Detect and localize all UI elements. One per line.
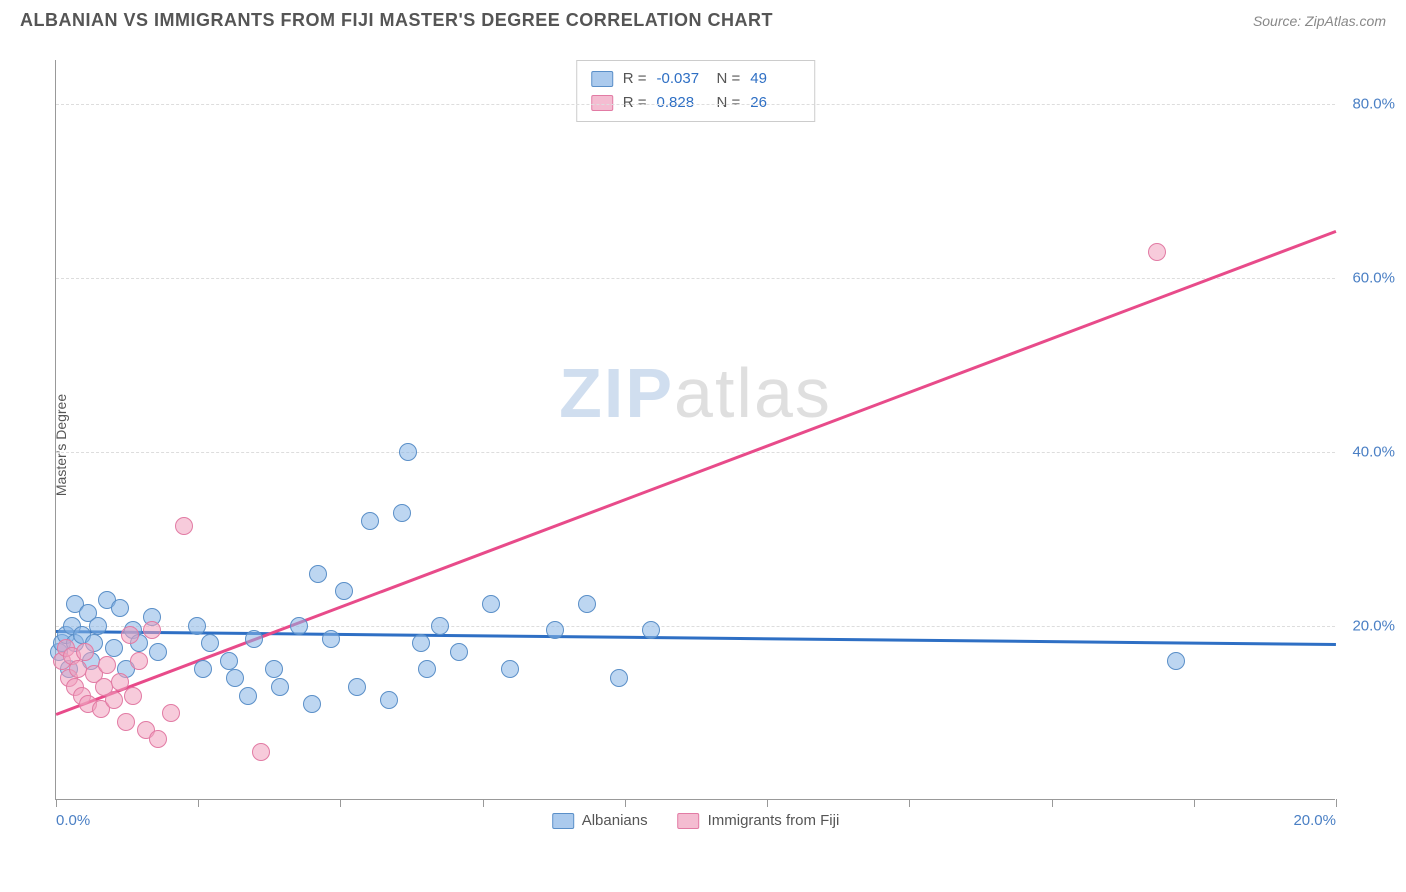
- data-point: [188, 617, 206, 635]
- data-point: [245, 630, 263, 648]
- gridline: [56, 278, 1335, 279]
- data-point: [309, 565, 327, 583]
- source-attribution: Source: ZipAtlas.com: [1253, 13, 1386, 29]
- data-point: [380, 691, 398, 709]
- stats-row-series1: R = -0.037 N = 49: [591, 67, 801, 91]
- data-point: [162, 704, 180, 722]
- data-point: [194, 660, 212, 678]
- data-point: [105, 639, 123, 657]
- data-point: [220, 652, 238, 670]
- data-point: [89, 617, 107, 635]
- x-tick: [340, 799, 341, 807]
- gridline: [56, 626, 1335, 627]
- x-tick: [56, 799, 57, 807]
- data-point: [130, 652, 148, 670]
- data-point: [149, 643, 167, 661]
- data-point: [175, 517, 193, 535]
- x-tick: [1194, 799, 1195, 807]
- legend-item-series1: Albanians: [552, 812, 648, 829]
- data-point: [124, 687, 142, 705]
- swatch-series1: [552, 813, 574, 829]
- watermark: ZIPatlas: [559, 353, 832, 433]
- x-tick: [767, 799, 768, 807]
- data-point: [303, 695, 321, 713]
- data-point: [98, 656, 116, 674]
- data-point: [546, 621, 564, 639]
- data-point: [149, 730, 167, 748]
- x-tick-label: 0.0%: [56, 812, 90, 829]
- x-tick-label: 20.0%: [1293, 812, 1336, 829]
- x-tick: [625, 799, 626, 807]
- x-tick: [1052, 799, 1053, 807]
- data-point: [335, 582, 353, 600]
- data-point: [226, 669, 244, 687]
- x-tick: [198, 799, 199, 807]
- data-point: [1167, 652, 1185, 670]
- data-point: [642, 621, 660, 639]
- data-point: [121, 626, 139, 644]
- data-point: [322, 630, 340, 648]
- page-title: ALBANIAN VS IMMIGRANTS FROM FIJI MASTER'…: [20, 10, 773, 31]
- plot-area: ZIPatlas R = -0.037 N = 49 R = 0.828 N =…: [55, 60, 1335, 800]
- data-point: [143, 621, 161, 639]
- data-point: [117, 713, 135, 731]
- data-point: [252, 743, 270, 761]
- data-point: [501, 660, 519, 678]
- data-point: [578, 595, 596, 613]
- data-point: [239, 687, 257, 705]
- data-point: [450, 643, 468, 661]
- gridline: [56, 104, 1335, 105]
- data-point: [111, 599, 129, 617]
- y-tick-label: 20.0%: [1352, 617, 1395, 634]
- data-point: [201, 634, 219, 652]
- data-point: [348, 678, 366, 696]
- data-point: [290, 617, 308, 635]
- x-tick: [1336, 799, 1337, 807]
- data-point: [412, 634, 430, 652]
- data-point: [418, 660, 436, 678]
- data-point: [399, 443, 417, 461]
- data-point: [610, 669, 628, 687]
- legend-item-series2: Immigrants from Fiji: [678, 812, 840, 829]
- data-point: [431, 617, 449, 635]
- x-tick: [909, 799, 910, 807]
- data-point: [361, 512, 379, 530]
- correlation-chart: Master's Degree ZIPatlas R = -0.037 N = …: [45, 50, 1385, 840]
- y-tick-label: 40.0%: [1352, 443, 1395, 460]
- data-point: [1148, 243, 1166, 261]
- data-point: [265, 660, 283, 678]
- data-point: [105, 691, 123, 709]
- swatch-series1: [591, 71, 613, 87]
- x-tick: [483, 799, 484, 807]
- data-point: [271, 678, 289, 696]
- data-point: [393, 504, 411, 522]
- y-tick-label: 80.0%: [1352, 95, 1395, 112]
- data-point: [482, 595, 500, 613]
- data-point: [76, 643, 94, 661]
- y-tick-label: 60.0%: [1352, 269, 1395, 286]
- gridline: [56, 452, 1335, 453]
- swatch-series2: [678, 813, 700, 829]
- stats-legend: R = -0.037 N = 49 R = 0.828 N = 26: [576, 60, 816, 122]
- series-legend: Albanians Immigrants from Fiji: [552, 812, 840, 829]
